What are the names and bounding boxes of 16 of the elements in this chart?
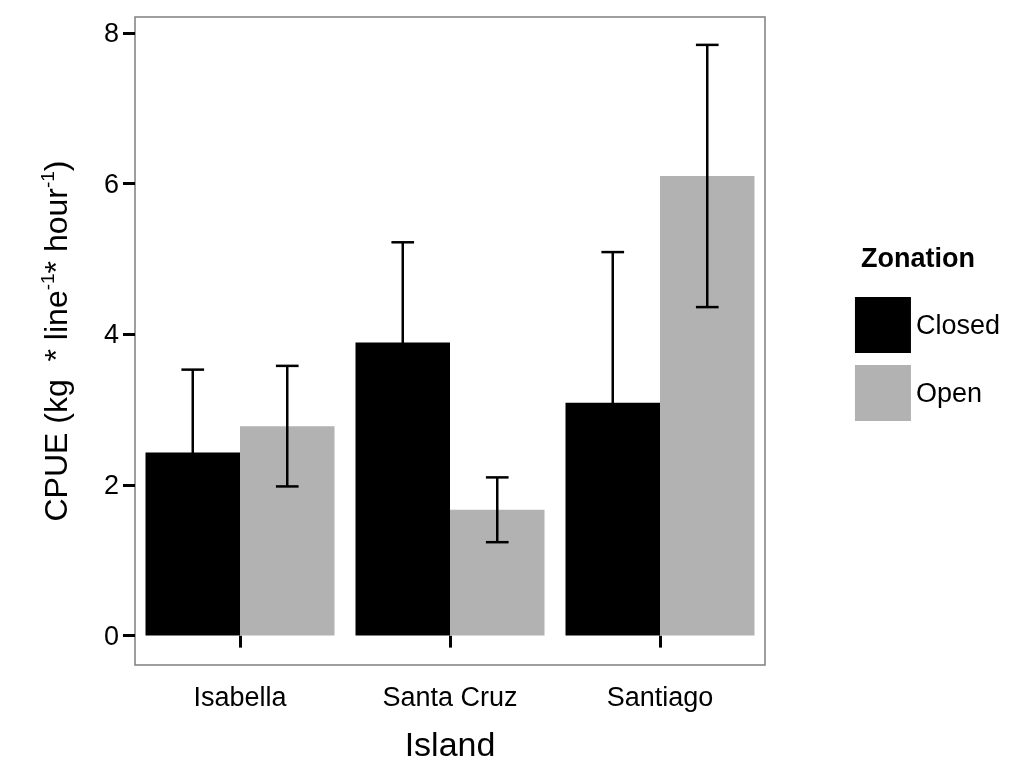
x-tick-label: Santiago [606, 681, 714, 712]
y-tick-label: 4 [103, 319, 119, 350]
legend-label: Closed [915, 310, 1000, 340]
bar [450, 509, 545, 636]
y-axis-title: CPUE (kg * line-1* hour-1) [37, 160, 74, 522]
y-tick-label: 8 [103, 17, 119, 48]
legend-label: Open [915, 378, 983, 408]
x-tick-label: Isabella [193, 681, 288, 712]
y-tick-label: 6 [103, 168, 119, 199]
x-tick-label: Santa Cruz [382, 681, 518, 712]
bar [660, 175, 755, 636]
y-tick-label: 0 [103, 620, 119, 651]
bar [240, 426, 335, 636]
x-axis-title: Island [404, 725, 496, 763]
y-tick-label: 2 [103, 469, 119, 500]
legend-title: Zonation [861, 242, 976, 273]
